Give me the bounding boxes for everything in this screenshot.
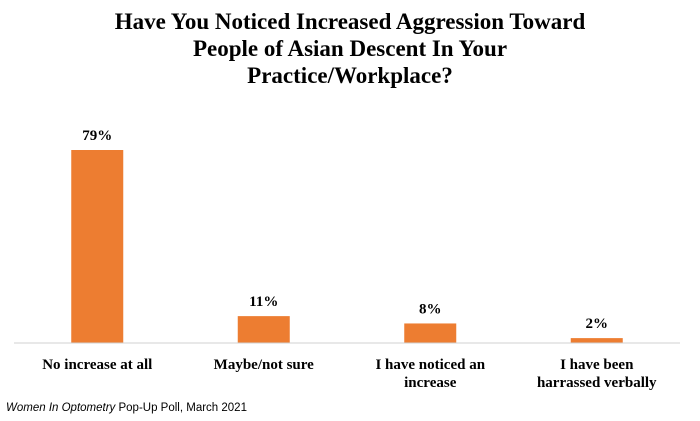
data-label: 79% <box>82 128 112 144</box>
category-label: harrassed verbally <box>537 375 657 391</box>
chart-title-line: Have You Noticed Increased Aggression To… <box>114 9 586 34</box>
category-label: I have been <box>560 357 634 373</box>
data-label: 11% <box>249 294 278 310</box>
bar <box>570 338 623 343</box>
data-labels-group: 79% 11% 8% 2% <box>82 128 608 332</box>
data-label: 2% <box>586 316 609 332</box>
category-label: No increase at all <box>42 357 152 373</box>
bar <box>404 323 457 343</box>
category-label: I have noticed an <box>375 357 485 373</box>
chart-title: Have You Noticed Increased Aggression To… <box>0 8 700 89</box>
category-labels-group: No increase at all Maybe/not sure I have n… <box>42 357 657 391</box>
chart-title-line: Practice/Workplace? <box>247 63 453 88</box>
category-label: Maybe/not sure <box>214 357 314 373</box>
source-note: Women In Optometry Pop-Up Poll, March 20… <box>6 402 247 414</box>
source-publication: Women In Optometry <box>6 402 116 414</box>
chart-title-line: People of Asian Descent In Your <box>192 36 508 61</box>
bar <box>71 150 124 343</box>
category-label: increase <box>404 375 457 391</box>
bars-group <box>71 150 623 343</box>
data-label: 8% <box>419 301 442 317</box>
source-rest: Pop-Up Poll, March 2021 <box>115 402 247 414</box>
bar <box>237 316 290 343</box>
